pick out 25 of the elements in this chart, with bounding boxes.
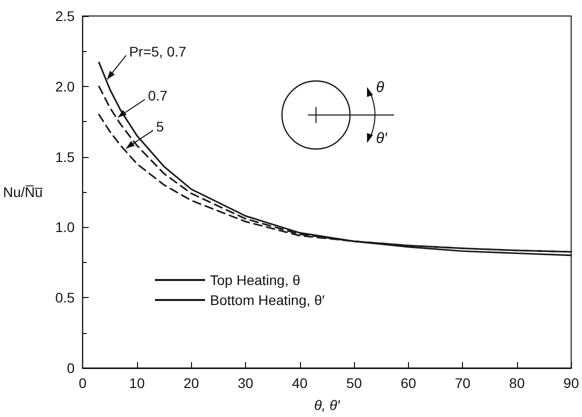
annotation: Pr=5, 0.7 — [129, 43, 187, 60]
y-tick-label: 2.0 — [55, 78, 75, 94]
annotation: θ′ — [376, 130, 388, 147]
x-tick-label: 80 — [509, 375, 525, 391]
x-tick-label: 20 — [183, 375, 200, 391]
x-axis-title: θ, θ′ — [314, 397, 342, 413]
legend-label: Bottom Heating, θ′ — [210, 292, 326, 308]
y-tick-label: 0 — [66, 360, 75, 376]
y-tick-label: 1.0 — [55, 219, 75, 236]
x-tick-label: 0 — [78, 375, 87, 391]
y-axis-title: Nu/N̅u̅ — [2, 184, 44, 200]
y-tick-label: 1.5 — [55, 148, 75, 165]
annotation: 5 — [156, 118, 164, 134]
x-tick-label: 90 — [563, 375, 580, 391]
x-tick-label: 10 — [129, 375, 145, 391]
annotation: θ — [376, 79, 384, 96]
y-tick-label: 0.5 — [55, 290, 75, 306]
x-tick-label: 70 — [454, 375, 471, 391]
y-tick-label: 2.5 — [55, 8, 75, 24]
x-tick-label: 30 — [238, 375, 254, 391]
annotation: 0.7 — [148, 87, 168, 104]
x-tick-label: 40 — [292, 375, 308, 391]
legend-label: Top Heating, θ — [210, 272, 300, 288]
x-tick-label: 60 — [400, 375, 416, 391]
x-tick-label: 50 — [346, 375, 362, 391]
